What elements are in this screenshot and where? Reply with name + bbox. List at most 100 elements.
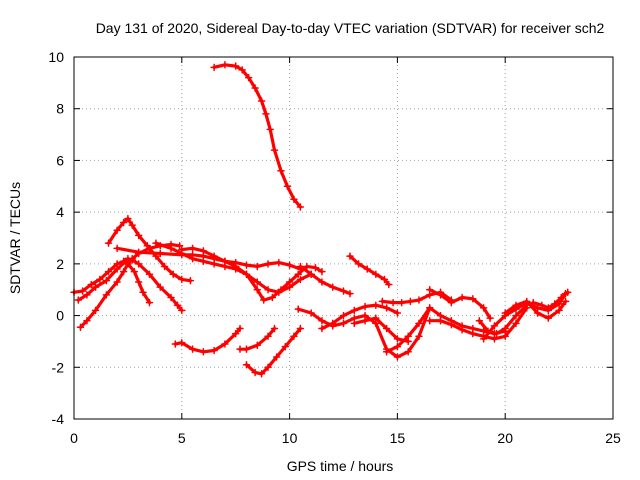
data-point [96, 275, 104, 284]
data-point [372, 270, 380, 278]
data-point [544, 314, 553, 322]
data-point [393, 309, 402, 317]
data-point [143, 242, 152, 250]
data-point [199, 257, 208, 266]
data-point [447, 298, 456, 307]
data-point [210, 252, 218, 260]
data-point [372, 314, 380, 322]
data-point [296, 275, 305, 284]
data-point [380, 275, 389, 284]
series-trace [428, 306, 529, 341]
data-point [242, 270, 251, 278]
y-tick-label: 6 [56, 152, 64, 168]
series-arc-g [178, 244, 326, 304]
series-arc-j [236, 324, 279, 353]
data-point [415, 296, 423, 304]
data-point [251, 84, 259, 92]
data-point [253, 341, 262, 350]
data-point [382, 324, 391, 333]
data-point [188, 254, 197, 263]
data-point [134, 248, 143, 256]
data-point [238, 66, 246, 74]
data-point [318, 267, 326, 276]
data-point [350, 306, 359, 315]
data-point [242, 261, 251, 269]
data-point [372, 301, 380, 309]
data-point [404, 348, 412, 356]
chart-title: Day 131 of 2020, Sidereal Day-to-day VTE… [96, 20, 605, 36]
x-tick-label: 0 [70, 430, 78, 446]
data-point [339, 319, 348, 328]
data-point [156, 283, 164, 291]
data-point [303, 262, 311, 271]
data-point [346, 252, 354, 260]
data-point [113, 226, 121, 234]
data-point [397, 298, 406, 307]
data-point [160, 262, 169, 271]
series-arc-w [529, 288, 572, 312]
data-point [231, 329, 240, 338]
data-point [113, 278, 121, 286]
series-arc-t [475, 301, 531, 338]
data-point [244, 73, 253, 82]
data-point [231, 262, 240, 271]
series-arc-n [318, 301, 402, 333]
y-axis: -4 -2 0 2 4 6 8 10 [48, 49, 613, 427]
data-point [318, 278, 326, 286]
data-point [490, 335, 499, 343]
data-point [512, 301, 520, 309]
data-point [264, 285, 272, 294]
data-point [486, 314, 494, 322]
data-point [83, 316, 91, 325]
grid [74, 57, 613, 419]
data-point [178, 245, 186, 254]
data-point [171, 340, 180, 348]
data-point [281, 342, 290, 351]
data-point [563, 288, 572, 297]
data-point [268, 293, 277, 302]
data-point [425, 316, 434, 325]
data-point [87, 280, 95, 289]
data-point [361, 316, 369, 325]
data-point [173, 301, 182, 309]
data-point [139, 288, 147, 297]
series-trace [173, 326, 242, 354]
data-point [210, 346, 218, 355]
data-point [354, 260, 363, 268]
data-point [393, 353, 402, 361]
data-point [311, 263, 320, 272]
data-point [551, 300, 559, 308]
data-point [264, 260, 272, 268]
data-point [425, 304, 434, 312]
data-point [501, 332, 509, 341]
data-point [119, 267, 128, 276]
data-point [145, 298, 154, 307]
data-point [264, 332, 272, 341]
data-point [382, 348, 391, 356]
data-point [167, 244, 175, 253]
data-point [178, 306, 186, 315]
y-tick-label: 8 [56, 101, 64, 117]
data-point [294, 270, 302, 278]
x-axis-label: GPS time / hours [287, 458, 394, 474]
data-point [102, 276, 111, 285]
data-point [469, 295, 477, 303]
data-point [221, 61, 229, 69]
data-point [104, 267, 113, 276]
data-point [167, 293, 175, 302]
series-arc-v [501, 297, 570, 322]
data-point [523, 297, 531, 306]
data-point [253, 262, 262, 271]
series-layer [70, 61, 572, 378]
y-tick-label: -2 [52, 359, 65, 375]
data-point [78, 287, 87, 295]
data-point [393, 335, 402, 343]
data-point [479, 304, 488, 312]
series-arc-i [171, 324, 244, 356]
data-point [113, 265, 121, 273]
data-point [339, 287, 348, 295]
data-point [253, 285, 262, 294]
x-tick-label: 20 [497, 430, 513, 446]
plot-frame [73, 56, 614, 420]
